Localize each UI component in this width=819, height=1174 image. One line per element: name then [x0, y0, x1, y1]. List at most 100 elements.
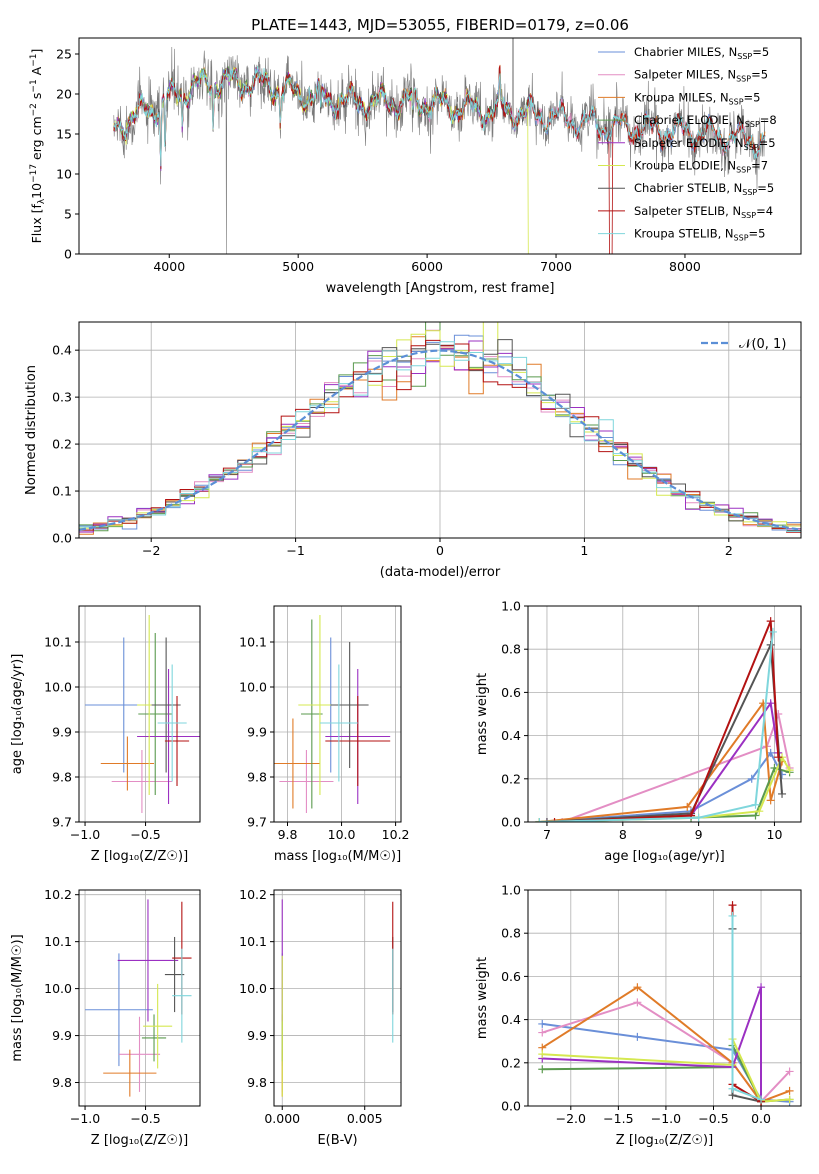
- axes-frame: [78, 605, 201, 823]
- y-tick-label: 9.7: [247, 815, 267, 830]
- axes-frame: [273, 605, 402, 823]
- y-tick-label: 10.2: [44, 887, 72, 902]
- y-tick-label: 0.4: [501, 728, 521, 743]
- legend-name: Salpeter STELIB, N: [634, 204, 741, 218]
- legend-sub: SSP: [736, 166, 751, 175]
- legend-name: Kroupa ELODIE, N: [634, 159, 736, 173]
- y-tick-label: 10.0: [44, 680, 72, 695]
- series-marker: [785, 1067, 794, 1076]
- series-marker: [757, 1095, 766, 1104]
- series-marker: [768, 627, 777, 636]
- y-tick-label: 10.1: [44, 934, 72, 949]
- x-tick-label: 0.000: [264, 1111, 300, 1126]
- series-marker: [538, 1050, 547, 1059]
- y-label-part: λ: [37, 198, 47, 204]
- y-axis-label: Flux [fλ10−17 erg cm−2 s−1 A−1]: [29, 49, 47, 244]
- axes-mass-vs-Z: −1.0 −0.5 9.8 9.9 10.0 10.1 10.2 Z [log₁₀(Z/Z☉)…: [10, 887, 201, 1148]
- spectrum-model-line: [113, 66, 766, 167]
- x-axis-label: age [log₁₀(age/yr)]: [604, 849, 725, 864]
- y-axis-label: mass [log₁₀(M/M☉)]: [10, 934, 25, 1061]
- legend-label: Chabrier MILES, NSSP=5: [634, 45, 769, 61]
- series-marker: [728, 901, 737, 910]
- x-tick-label: 0.0: [751, 1111, 771, 1126]
- series-marker: [785, 1095, 794, 1104]
- y-tick-label: 10.0: [239, 981, 267, 996]
- series-marker: [757, 983, 766, 992]
- x-tick-label: 7: [543, 827, 551, 842]
- plot-area-weight-vs-Z: [528, 890, 801, 1106]
- x-axis-label: mass [log₁₀(M/M☉)]: [274, 849, 401, 864]
- y-tick-label: 0.6: [501, 969, 521, 984]
- series-line: [539, 751, 783, 822]
- x-tick-label: 10: [767, 827, 783, 842]
- x-axis-label: Z [log₁₀(Z/Z☉)]: [91, 849, 188, 864]
- legend-name: Chabrier MILES, N: [634, 45, 737, 59]
- legend-sub: SSP: [742, 188, 757, 197]
- y-label-part: Flux [f: [29, 204, 44, 244]
- y-tick-label: 0: [64, 247, 72, 262]
- series-marker: [774, 753, 783, 762]
- x-tick-label: −0.5: [130, 827, 160, 842]
- figure-title: PLATE=1443, MJD=53055, FIBERID=0179, z=0…: [251, 16, 629, 34]
- axes-frame: [527, 889, 802, 1107]
- series-line: [542, 986, 762, 1102]
- y-tick-label: 9.8: [52, 1075, 72, 1090]
- y-tick-label: 20: [56, 87, 72, 102]
- legend-label: Salpeter STELIB, NSSP=4: [634, 204, 773, 220]
- x-tick-label: −0.5: [698, 1111, 728, 1126]
- axes-weight-vs-Z: −2.0 −1.5 −1.0 −0.5 0.0 0.0 0.2 0.4 0.6 0.8 1.0 Z […: [475, 883, 802, 1148]
- x-tick-label: 9.8: [278, 827, 298, 842]
- legend-nssp: =5: [757, 181, 774, 195]
- legend-label: Salpeter MILES, NSSP=5: [634, 68, 768, 84]
- y-tick-label: 10.0: [44, 981, 72, 996]
- axes-frame: [78, 37, 802, 255]
- axes-residuals: −2 −1 0 1 2 0.0 0.1 0.2 0.3 0.4 (data-model)/error…: [24, 321, 802, 580]
- x-axis-label: Z [log₁₀(Z/Z☉)]: [91, 1133, 188, 1148]
- y-label-part: erg cm: [29, 116, 44, 164]
- y-tick-label: 0.4: [501, 1012, 521, 1027]
- legend-sub: SSP: [736, 75, 751, 84]
- series-line: [546, 700, 780, 822]
- series-marker: [755, 807, 764, 816]
- legend-name: Kroupa STELIB, N: [634, 227, 734, 241]
- x-tick-label: 4000: [153, 259, 185, 274]
- legend-nssp: =5: [752, 45, 769, 59]
- y-tick-label: 1.0: [501, 599, 521, 614]
- x-tick-label: 8000: [669, 259, 701, 274]
- y-tick-label: 0.0: [52, 531, 72, 546]
- x-axis-label: wavelength [Angstrom, rest frame]: [326, 281, 555, 296]
- y-tick-label: 0.3: [52, 390, 72, 405]
- legend-label: Chabrier STELIB, NSSP=5: [634, 181, 774, 197]
- y-label-part: −17: [29, 164, 39, 183]
- x-tick-label: −2.0: [556, 1111, 586, 1126]
- series-marker: [538, 1019, 547, 1028]
- axes-weight-vs-age: 7 8 9 10 0.0 0.2 0.4 0.6 0.8 1.0 age [log₁₀(age/yr…: [475, 599, 802, 864]
- x-tick-label: 0.005: [347, 1111, 383, 1126]
- normal-curve: [79, 349, 799, 531]
- legend-name: Kroupa MILES, N: [634, 90, 729, 104]
- legend-label: Chabrier ELODIE, NSSP=8: [634, 113, 777, 129]
- y-tick-label: 15: [56, 127, 72, 142]
- legend-sub: SSP: [741, 211, 756, 220]
- x-axis-label: Z [log₁₀(Z/Z☉)]: [616, 1133, 713, 1148]
- axes-age-vs-Z: −1.0 −0.5 9.7 9.8 9.9 10.0 10.1 Z [log₁₀(Z/Z☉)]…: [10, 605, 201, 864]
- legend-label: Kroupa STELIB, NSSP=5: [634, 227, 765, 243]
- y-tick-label: 10.1: [239, 635, 267, 650]
- axes-spectrum: 4000 5000 6000 7000 8000 0 5 10 15 20 25 wavelength…: [29, 37, 802, 296]
- series-marker: [778, 770, 787, 779]
- series-marker: [785, 1086, 794, 1095]
- y-tick-label: 0.2: [52, 437, 72, 452]
- legend-nssp: =5: [749, 227, 766, 241]
- y-tick-label: 9.8: [247, 1075, 267, 1090]
- x-tick-label: −1.0: [70, 827, 100, 842]
- series-marker: [747, 774, 756, 783]
- x-tick-label: 6000: [411, 259, 443, 274]
- legend-nssp: =7: [751, 159, 768, 173]
- legend-sub: SSP: [737, 52, 752, 61]
- series-marker: [542, 818, 551, 822]
- plot-area-spectrum: [113, 38, 766, 254]
- y-tick-label: 10.1: [44, 635, 72, 650]
- y-tick-label: 0.6: [501, 685, 521, 700]
